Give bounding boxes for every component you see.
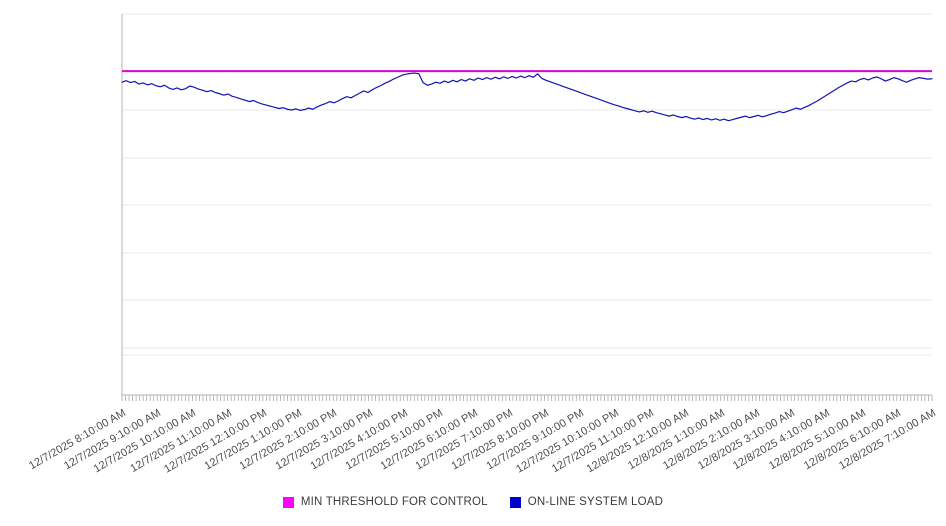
gridlines: [122, 13, 932, 356]
legend-swatch-icon: [509, 496, 521, 508]
legend-label: MIN THRESHOLD FOR CONTROL: [300, 496, 488, 508]
legend-item[interactable]: ON-LINE SYSTEM LOAD: [509, 496, 664, 508]
legend-swatch-icon: [282, 496, 294, 508]
legend-label: ON-LINE SYSTEM LOAD: [527, 496, 664, 508]
legend-item[interactable]: MIN THRESHOLD FOR CONTROL: [282, 496, 488, 508]
x-axis-ticks: [121, 395, 933, 401]
series-line-on-line-system-load: [121, 72, 933, 122]
chart-legend: MIN THRESHOLD FOR CONTROL ON-LINE SYSTEM …: [0, 496, 946, 508]
